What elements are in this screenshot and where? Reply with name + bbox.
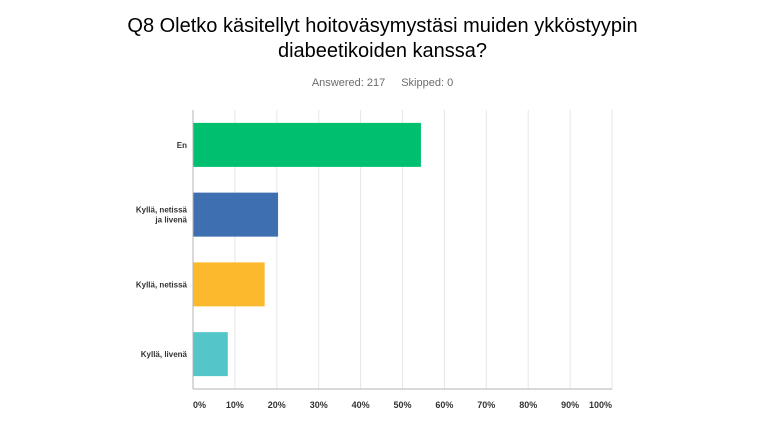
category-label: Kyllä, livenä	[141, 350, 188, 359]
chart-title-line-2: diabeetikoiden kanssa?	[277, 40, 488, 62]
bar	[193, 262, 265, 307]
tick-label: 50%	[393, 400, 411, 410]
chart-title-line-1: Q8 Oletko käsitellyt hoitoväsymystäsi mu…	[127, 15, 638, 37]
response-stats: Answered: 217 Skipped: 0	[0, 77, 765, 89]
tick-label: 10%	[226, 400, 244, 410]
tick-label: 30%	[310, 400, 328, 410]
category-label: Kyllä, netissä	[136, 206, 188, 215]
tick-label: 60%	[435, 400, 453, 410]
chart-title: Q8 Oletko käsitellyt hoitoväsymystäsi mu…	[0, 14, 765, 64]
skipped-count: Skipped: 0	[401, 77, 454, 89]
tick-label: 20%	[268, 400, 286, 410]
category-label: En	[177, 141, 187, 150]
tick-label: 0%	[193, 400, 206, 410]
bar	[193, 122, 421, 167]
tick-label: 90%	[561, 400, 579, 410]
answered-count: Answered: 217	[311, 77, 386, 89]
bar	[193, 192, 279, 237]
category-label: ja livenä	[154, 216, 187, 225]
bar	[193, 332, 228, 377]
tick-label: 70%	[477, 400, 495, 410]
tick-label: 40%	[352, 400, 370, 410]
tick-label: 80%	[519, 400, 537, 410]
category-label: Kyllä, netissä	[136, 280, 188, 289]
tick-label: 100%	[589, 400, 612, 410]
